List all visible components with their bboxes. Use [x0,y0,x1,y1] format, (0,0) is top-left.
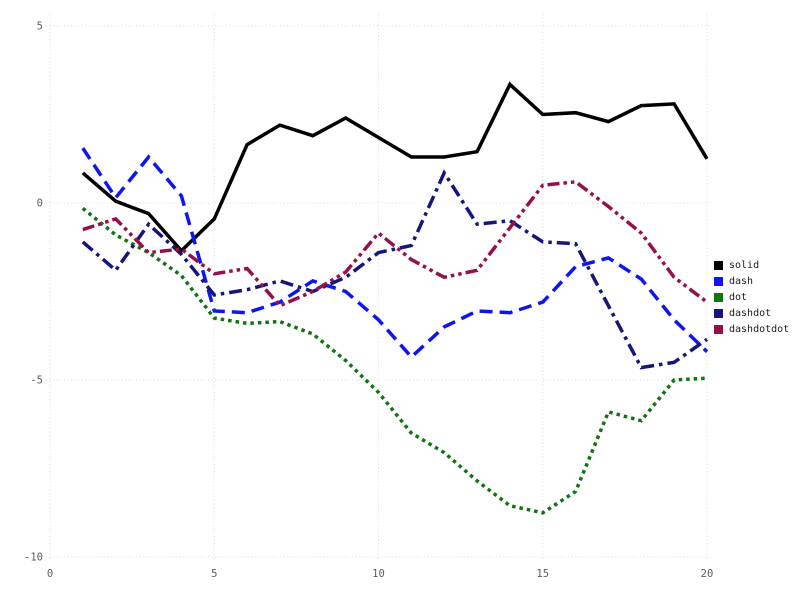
legend-swatch-dashdot [714,309,723,318]
legend-label: dashdotdot [729,324,790,335]
x-tick-label: 5 [211,568,217,580]
series-line-dash [81,147,709,360]
legend-swatch-dash [714,277,723,286]
x-tick-label: 10 [372,568,385,580]
legend: solid dash dot dashdot dashdotdot [714,259,789,336]
legend-item-solid: solid [714,259,789,272]
legend-label: dash [729,276,754,287]
x-tick-label: 0 [47,568,53,580]
legend-swatch-solid [714,261,723,270]
y-tick-label: 5 [37,21,43,33]
legend-swatch-dot [714,293,723,302]
series-line-dot [81,206,708,515]
legend-item-dashdotdot: dashdotdot [714,323,789,336]
legend-label: solid [729,260,760,271]
legend-item-dot: dot [714,291,789,304]
series-line-solid [81,81,709,254]
legend-label: dot [729,292,748,303]
series-line-dashdotdot [82,179,709,308]
legend-swatch-dashdotdot [714,325,723,334]
legend-item-dash: dash [714,275,789,288]
series-line-dashdot [81,169,709,370]
x-tick-label: 20 [701,568,714,580]
y-tick-label: -10 [24,552,43,564]
legend-label: dashdot [729,308,772,319]
y-tick-label: 0 [37,198,43,210]
x-tick-label: 15 [536,568,549,580]
y-tick-label: -5 [30,375,43,387]
legend-item-dashdot: dashdot [714,307,789,320]
